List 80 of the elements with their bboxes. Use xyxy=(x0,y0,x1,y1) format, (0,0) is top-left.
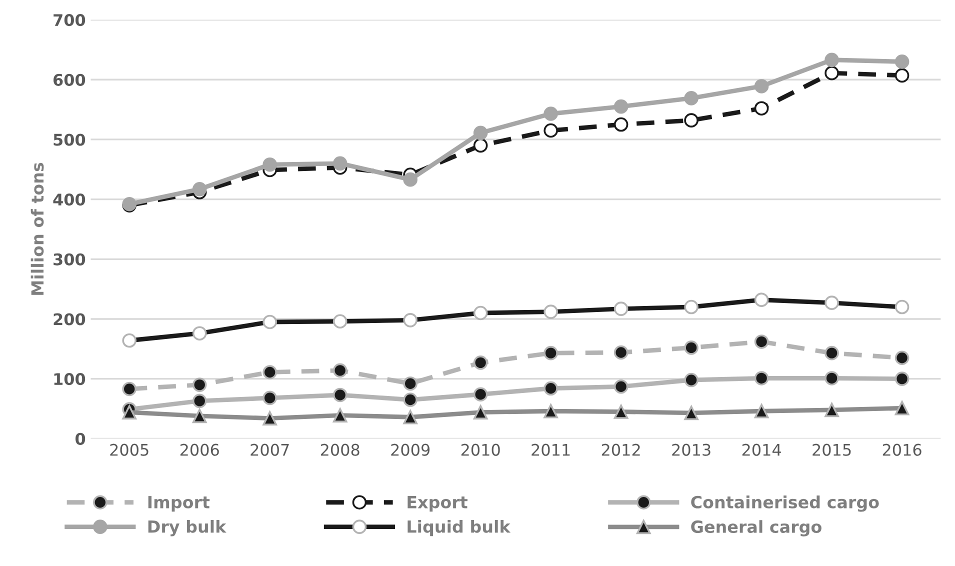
y-tick-label: 0 xyxy=(76,432,86,445)
point xyxy=(544,346,558,360)
point xyxy=(192,182,207,196)
point xyxy=(332,363,348,378)
point xyxy=(824,371,839,386)
point xyxy=(473,126,488,140)
point xyxy=(473,356,488,370)
point xyxy=(262,157,277,172)
y-tick-label: 700 xyxy=(54,14,86,26)
point xyxy=(754,79,769,94)
point xyxy=(894,54,910,69)
x-tick-label: 2010 xyxy=(461,444,500,456)
point xyxy=(824,66,839,80)
point xyxy=(192,394,207,408)
point xyxy=(332,408,348,422)
y-tick-label: 300 xyxy=(54,253,86,266)
x-tick-label: 2013 xyxy=(672,444,710,456)
x-tick-label: 2014 xyxy=(742,444,781,456)
point xyxy=(684,113,698,128)
legend-label: Import xyxy=(148,496,210,512)
point xyxy=(473,405,488,420)
point xyxy=(192,408,207,424)
point xyxy=(754,371,769,386)
point xyxy=(614,99,628,114)
point xyxy=(544,123,558,138)
point xyxy=(754,404,769,418)
point xyxy=(122,382,137,396)
point xyxy=(614,117,628,132)
point xyxy=(544,381,558,396)
y-axis-title: Million of tons xyxy=(30,162,44,295)
point xyxy=(332,156,348,171)
point xyxy=(824,346,839,360)
x-tick-label: 2011 xyxy=(532,444,570,456)
point xyxy=(122,405,137,420)
y-tick-label: 600 xyxy=(54,74,86,86)
x-tick-label: 2015 xyxy=(812,444,851,456)
point xyxy=(262,390,277,406)
legend-label: Dry bulk xyxy=(148,520,226,536)
point xyxy=(614,379,628,394)
legend-label: Liquid bulk xyxy=(408,520,511,536)
point xyxy=(684,91,698,106)
point xyxy=(614,404,628,419)
point xyxy=(684,406,698,420)
x-tick-label: 2007 xyxy=(250,444,289,456)
point xyxy=(684,372,698,388)
point xyxy=(262,365,277,380)
x-tick-label: 2012 xyxy=(602,444,640,456)
point xyxy=(824,52,839,68)
point xyxy=(473,138,488,153)
y-tick-label: 100 xyxy=(54,373,86,386)
x-tick-label: 2016 xyxy=(882,444,922,456)
point xyxy=(894,68,910,83)
point xyxy=(332,388,348,402)
point xyxy=(894,350,910,366)
point xyxy=(544,404,558,418)
legend-label: Export xyxy=(408,496,468,512)
legend-label: General cargo xyxy=(691,520,822,536)
y-tick-label: 200 xyxy=(54,313,86,326)
point xyxy=(544,106,558,121)
point xyxy=(824,402,839,418)
x-tick-label: 2006 xyxy=(180,444,219,456)
point xyxy=(684,340,698,355)
point xyxy=(403,172,418,187)
x-tick-label: 2008 xyxy=(320,444,360,456)
point xyxy=(754,101,769,116)
point xyxy=(262,411,277,426)
point xyxy=(894,400,910,416)
x-tick-label: 2005 xyxy=(110,444,148,456)
point xyxy=(403,410,418,424)
point xyxy=(192,378,207,392)
point xyxy=(894,372,910,386)
point xyxy=(614,345,628,360)
legend-label: Containerised cargo xyxy=(691,496,879,512)
x-tick-label: 2009 xyxy=(391,444,430,456)
point xyxy=(403,392,418,407)
y-tick-label: 400 xyxy=(53,194,86,206)
point xyxy=(754,334,769,349)
y-tick-label: 500 xyxy=(54,134,86,146)
point xyxy=(403,376,418,391)
point xyxy=(473,387,488,402)
